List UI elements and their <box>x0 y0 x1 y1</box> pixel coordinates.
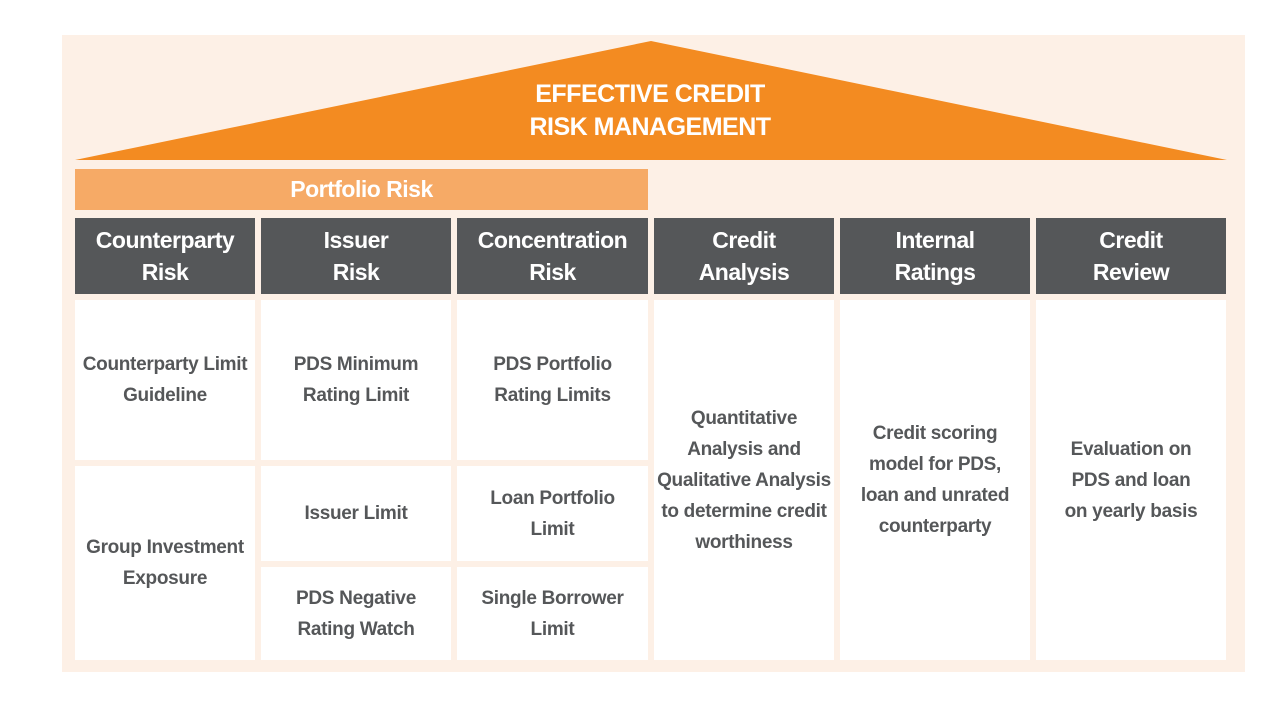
cell-internal-ratings-description: Credit scoring model for PDS, loan and u… <box>840 300 1030 660</box>
header-line: Risk <box>141 259 189 285</box>
cell-pds-negative-rating-watch: PDS Negative Rating Watch <box>261 567 451 660</box>
header-line: Issuer <box>323 227 389 253</box>
roof-triangle <box>75 41 1227 160</box>
cell-line: Exposure <box>122 568 208 589</box>
cell-pds-portfolio-rating-limits: PDS Portfolio Rating Limits <box>457 300 648 460</box>
cell-line: PDS Portfolio <box>493 354 612 375</box>
cell-line: to determine credit <box>661 500 827 522</box>
cell-line: Loan Portfolio <box>490 487 615 509</box>
header-internal-ratings: Internal Ratings <box>840 218 1030 294</box>
cell-line: Single Borrower <box>481 587 624 609</box>
cell-line: PDS Negative <box>296 587 416 609</box>
header-issuer-risk: Issuer Risk <box>261 218 451 294</box>
cell-line: Counterparty Limit <box>82 354 248 375</box>
header-line: Analysis <box>698 259 790 285</box>
cell-line: Evaluation on <box>1070 438 1192 460</box>
cell-issuer-limit: Issuer Limit <box>261 466 451 561</box>
header-line: Credit <box>1099 227 1163 253</box>
roof-title: EFFECTIVE CREDIT RISK MANAGEMENT <box>62 78 1238 144</box>
cell-credit-review-description: Evaluation on PDS and loan on yearly bas… <box>1036 300 1226 660</box>
cell-line: Limit <box>530 518 575 540</box>
roof-title-line-2: RISK MANAGEMENT <box>529 113 771 141</box>
cell-line: Qualitative Analysis <box>657 469 831 491</box>
cell-line: worthiness <box>695 531 793 553</box>
cell-line: on yearly basis <box>1064 500 1198 522</box>
cell-line: Rating Limit <box>302 385 410 406</box>
cell-single-borrower-limit: Single Borrower Limit <box>457 567 648 660</box>
roof-title-line-1: EFFECTIVE CREDIT <box>535 80 765 108</box>
cell-line: Rating Limits <box>494 385 611 406</box>
cell-line: PDS Minimum <box>293 354 419 375</box>
cell-line: Rating Watch <box>297 618 415 640</box>
header-credit-review: Credit Review <box>1036 218 1226 294</box>
cell-group-investment-exposure: Group Investment Exposure <box>75 466 255 660</box>
portfolio-risk-bar: Portfolio Risk <box>75 169 648 210</box>
cell-line: Issuer Limit <box>304 503 408 524</box>
header-line: Counterparty <box>95 227 235 253</box>
header-line: Credit <box>712 227 776 253</box>
header-line: Review <box>1092 259 1170 285</box>
cell-line: PDS and loan <box>1071 469 1191 491</box>
header-concentration-risk: Concentration Risk <box>457 218 648 294</box>
cell-line: model for PDS, <box>869 454 1001 475</box>
cell-line: Limit <box>530 618 575 640</box>
header-line: Risk <box>529 259 576 285</box>
header-credit-analysis: Credit Analysis <box>654 218 834 294</box>
cell-line: counterparty <box>878 516 992 537</box>
cell-line: Group Investment <box>86 537 244 558</box>
cell-loan-portfolio-limit: Loan Portfolio Limit <box>457 466 648 561</box>
header-line: Concentration <box>477 227 628 253</box>
cell-line: Quantitative <box>690 407 798 429</box>
header-line: Ratings <box>894 259 976 285</box>
cell-line: Guideline <box>123 385 207 406</box>
cell-line: loan and unrated <box>860 485 1010 506</box>
cell-credit-analysis-description: Quantitative Analysis and Qualitative An… <box>654 300 834 660</box>
header-counterparty-risk: Counterparty Risk <box>75 218 255 294</box>
header-line: Internal <box>895 227 975 253</box>
cell-line: Analysis and <box>687 438 801 460</box>
header-line: Risk <box>332 259 380 285</box>
cell-line: Credit scoring <box>872 423 998 444</box>
cell-pds-minimum-rating-limit: PDS Minimum Rating Limit <box>261 300 451 460</box>
cell-counterparty-limit-guideline: Counterparty Limit Guideline <box>75 300 255 460</box>
